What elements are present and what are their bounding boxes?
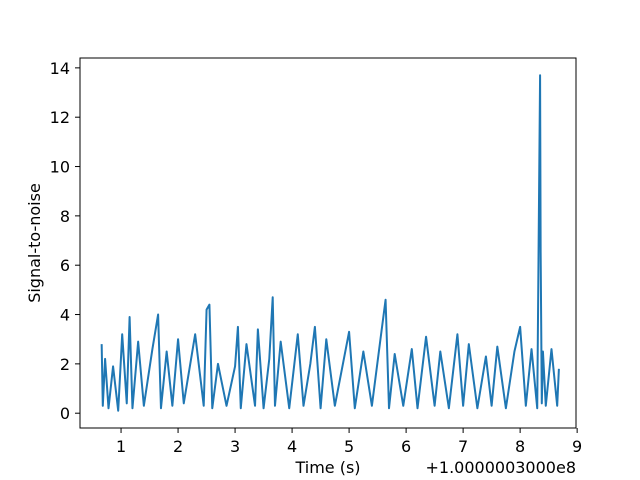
- x-tick-label: 2: [173, 437, 183, 456]
- x-axis-label: Time (s): [294, 458, 360, 477]
- x-tick-label: 7: [458, 437, 468, 456]
- y-tick-label: 8: [60, 207, 70, 226]
- y-tick-label: 14: [50, 59, 70, 78]
- y-tick-label: 6: [60, 256, 70, 275]
- y-tick-label: 0: [60, 404, 70, 423]
- y-axis: 0 2 4 6 8 10 12 14: [50, 59, 80, 423]
- x-axis: 1 2 3 4 5 6 7 8 9: [116, 428, 582, 456]
- x-tick-label: 5: [344, 437, 354, 456]
- y-axis-label: Signal-to-noise: [25, 183, 44, 303]
- x-tick-label: 1: [116, 437, 126, 456]
- plot-area: [100, 74, 560, 412]
- x-tick-label: 4: [287, 437, 297, 456]
- y-tick-label: 12: [50, 108, 70, 127]
- x-tick-label: 9: [572, 437, 582, 456]
- axes-frame: [79, 57, 577, 429]
- x-axis-offset-label: +1.0000003000e8: [426, 458, 577, 477]
- x-tick-label: 3: [230, 437, 240, 456]
- series-line-0: [100, 74, 560, 412]
- x-tick-label: 8: [515, 437, 525, 456]
- x-tick-label: 6: [401, 437, 411, 456]
- y-tick-label: 10: [50, 158, 70, 177]
- y-tick-label: 2: [60, 355, 70, 374]
- y-tick-label: 4: [60, 306, 70, 325]
